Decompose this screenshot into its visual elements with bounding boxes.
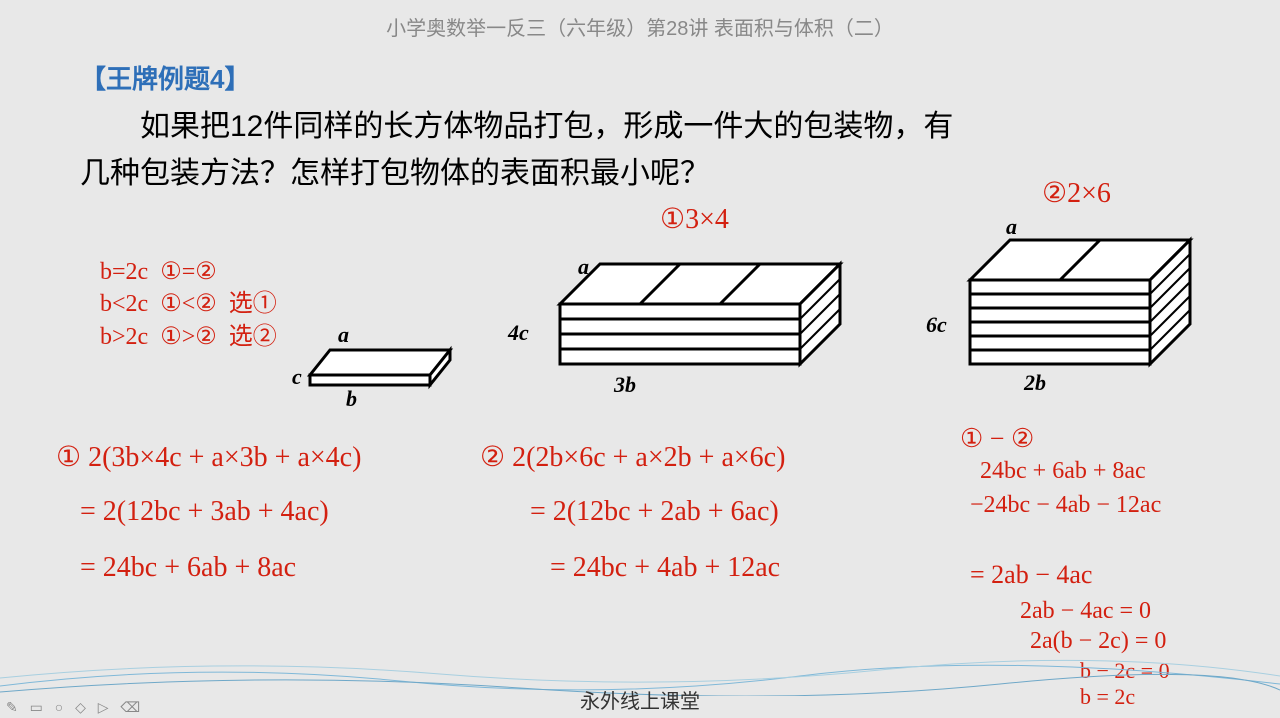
mid-label-b: 3b bbox=[614, 372, 636, 398]
page-header: 小学奥数举一反三（六年级）第28讲 表面积与体积（二） bbox=[0, 0, 1280, 41]
diff-line5: 2ab − 4ac = 0 bbox=[1020, 598, 1151, 625]
calc2-line2: = 2(12bc + 2ab + 6ac) bbox=[530, 496, 779, 528]
diff-line6: 2a(b − 2c) = 0 bbox=[1030, 628, 1166, 655]
right-label-c: 6c bbox=[926, 312, 947, 338]
calc1-line2: = 2(12bc + 3ab + 4ac) bbox=[80, 496, 329, 528]
small-label-b: b bbox=[346, 386, 357, 412]
small-label-a: a bbox=[338, 322, 349, 348]
mid-label-a: a bbox=[578, 254, 589, 280]
diagram-3x4: a 4c 3b bbox=[500, 244, 860, 424]
problem-line-2: 几种包装方法？怎样打包物体的表面积最小呢？ bbox=[80, 157, 710, 190]
problem-text: 如果把12件同样的长方体物品打包，形成一件大的包装物，有 几种包装方法？怎样打包… bbox=[80, 104, 1200, 197]
whiteboard-toolbar[interactable]: ✎ ▭ ○ ◇ ▷ ⌫ bbox=[6, 699, 144, 716]
calc1-line3: = 24bc + 6ab + 8ac bbox=[80, 552, 296, 584]
mid-label-c: 4c bbox=[508, 320, 529, 346]
hand-label-right: ②2×6 bbox=[1042, 176, 1111, 210]
right-label-a: a bbox=[1006, 214, 1017, 240]
diff-line1: ① − ② bbox=[960, 424, 1034, 454]
diagram-small-cuboid: a c b bbox=[290, 290, 470, 410]
diff-line4: = 2ab − 4ac bbox=[970, 560, 1092, 590]
diff-line3: −24bc − 4ab − 12ac bbox=[970, 492, 1161, 519]
calc1-line1: ① 2(3b×4c + a×3b + a×4c) bbox=[56, 440, 361, 474]
diagram-2x6: a 6c 2b bbox=[920, 220, 1220, 410]
calc2-line1: ② 2(2b×6c + a×2b + a×6c) bbox=[480, 440, 785, 474]
diff-line2: 24bc + 6ab + 8ac bbox=[980, 458, 1146, 485]
example-title: 【王牌例题4】 bbox=[80, 59, 1280, 96]
hand-label-middle: ①3×4 bbox=[660, 202, 729, 236]
problem-line-1: 如果把12件同样的长方体物品打包，形成一件大的包装物，有 bbox=[140, 110, 953, 143]
footer-text: 永外线上课堂 bbox=[0, 685, 1280, 714]
small-label-c: c bbox=[292, 364, 302, 390]
calc2-line3: = 24bc + 4ab + 12ac bbox=[550, 552, 780, 584]
hand-note-conditions: b=2c ①=② b<2c ①<② 选① b>2c ①>② 选② bbox=[100, 256, 277, 353]
right-label-b: 2b bbox=[1024, 370, 1046, 396]
